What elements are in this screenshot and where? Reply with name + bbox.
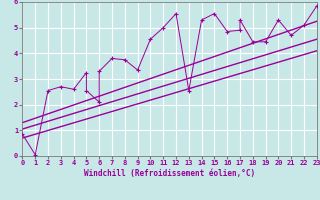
X-axis label: Windchill (Refroidissement éolien,°C): Windchill (Refroidissement éolien,°C)	[84, 169, 255, 178]
